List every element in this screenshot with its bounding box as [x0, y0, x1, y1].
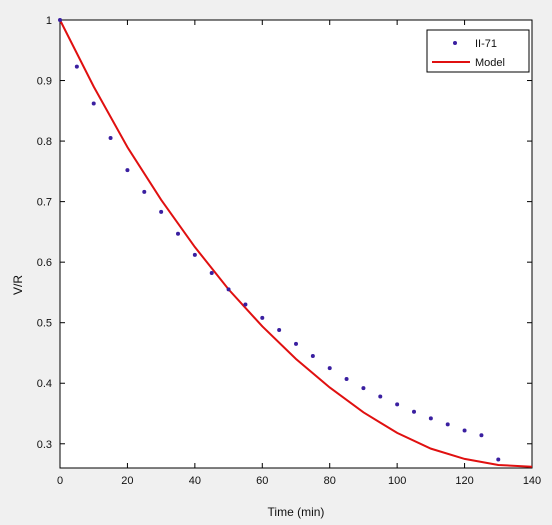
- y-tick-label: 0.8: [37, 136, 52, 148]
- y-axis-label: V/R: [11, 275, 25, 295]
- data-point-ii-71: [277, 327, 282, 332]
- y-tick-label: 0.4: [37, 378, 52, 390]
- data-point-ii-71: [142, 189, 147, 194]
- y-tick-label: 0.7: [37, 197, 52, 209]
- data-point-ii-71: [310, 354, 315, 358]
- data-point-ii-71: [192, 252, 197, 257]
- y-tick-label: 0.5: [37, 318, 52, 330]
- data-point-ii-71: [243, 302, 248, 307]
- y-axis: 0.3 0.4 0.5 0.6 0.7 0.8 0.9 1: [37, 15, 532, 451]
- data-point-ii-71: [412, 409, 416, 414]
- data-point-ii-71: [226, 287, 231, 292]
- legend: II-71 Model: [426, 29, 530, 73]
- data-point-ii-71: [496, 457, 501, 462]
- data-point-ii-71: [260, 315, 265, 320]
- y-tick-label: 0.6: [37, 257, 52, 269]
- x-axis-label: Time (min): [268, 505, 325, 519]
- x-tick-label: 40: [189, 475, 201, 487]
- data-point-ii-71: [294, 341, 298, 346]
- x-tick-label: 20: [121, 475, 133, 487]
- data-point-ii-71: [445, 422, 450, 427]
- y-tick-label: 1: [46, 15, 52, 27]
- series-layer: [58, 18, 533, 468]
- x-tick-label: 0: [57, 475, 63, 487]
- data-point-ii-71: [74, 64, 79, 69]
- legend-marker-ii-71: [453, 41, 457, 45]
- data-point-ii-71: [344, 377, 349, 382]
- data-point-ii-71: [479, 433, 484, 438]
- x-tick-label: 100: [388, 475, 406, 487]
- data-point-ii-71: [378, 394, 383, 399]
- x-tick-label: 60: [256, 475, 268, 487]
- legend-box: [426, 29, 530, 73]
- x-tick-label: 120: [455, 475, 473, 487]
- data-point-ii-71: [91, 101, 96, 106]
- x-tick-label: 80: [324, 475, 336, 487]
- legend-label-model: Model: [475, 57, 505, 69]
- data-point-ii-71: [209, 271, 214, 276]
- data-point-ii-71: [58, 18, 62, 22]
- data-point-ii-71: [462, 428, 467, 433]
- data-point-ii-71: [176, 231, 180, 236]
- data-point-ii-71: [327, 366, 332, 371]
- data-point-ii-71: [125, 168, 130, 173]
- data-point-ii-71: [108, 136, 113, 141]
- data-point-ii-71: [428, 416, 433, 421]
- series-line-model: [59, 19, 533, 468]
- y-tick-label: 0.3: [37, 439, 52, 451]
- y-tick-label: 0.9: [37, 76, 52, 88]
- data-point-ii-71: [159, 209, 164, 214]
- x-axis: 0 20 40 60 80 100 120 140: [57, 20, 541, 487]
- legend-label-ii-71: II-71: [475, 38, 497, 50]
- data-point-ii-71: [361, 386, 366, 391]
- plot-area: [59, 19, 533, 469]
- x-tick-label: 140: [523, 475, 541, 487]
- data-point-ii-71: [395, 402, 400, 407]
